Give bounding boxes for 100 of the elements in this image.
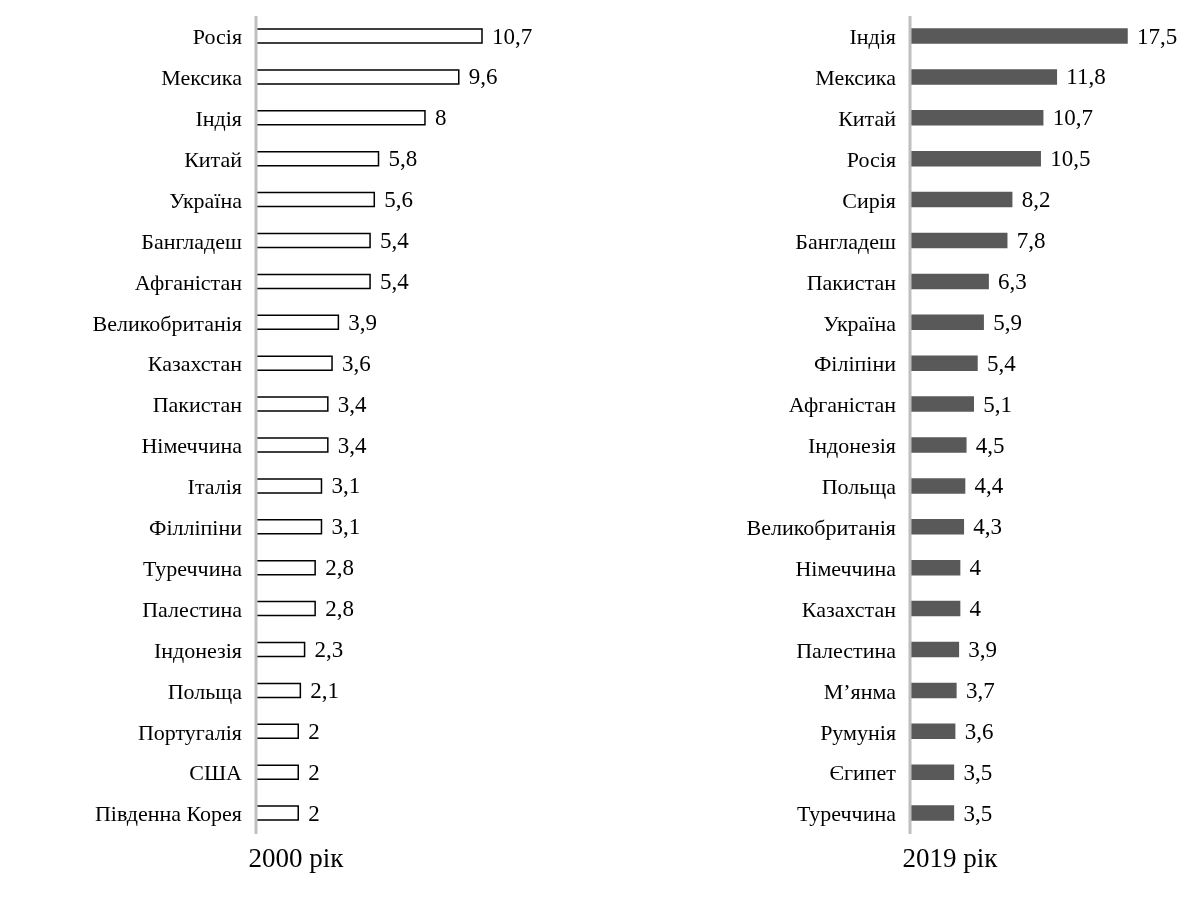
bar bbox=[255, 805, 299, 821]
bar bbox=[255, 723, 299, 740]
text: 2000 рік bbox=[247, 843, 345, 874]
bar bbox=[255, 559, 316, 576]
y-tick-label: Палестина bbox=[142, 596, 243, 622]
y-tick-label: США bbox=[189, 760, 243, 786]
bar bbox=[909, 641, 960, 658]
y-tick-label: М’янма bbox=[823, 678, 897, 704]
data-label: 2 bbox=[308, 759, 320, 785]
y-tick-label: Німеччина bbox=[141, 433, 243, 459]
y-tick-label: Афганістан bbox=[788, 392, 897, 418]
bar bbox=[255, 437, 329, 453]
y-tick-label: Південна Корея bbox=[94, 801, 242, 827]
bar bbox=[909, 110, 1044, 126]
y-tick-label: Румунія bbox=[820, 719, 896, 745]
data-label: 5,1 bbox=[983, 391, 1012, 417]
data-label: 3,1 bbox=[331, 514, 361, 540]
data-label: 4,4 bbox=[974, 473, 1004, 499]
data-label: 10,5 bbox=[1050, 146, 1091, 172]
y-tick-label: Єгипет bbox=[829, 760, 897, 786]
y-tick-label: Палестина bbox=[796, 637, 897, 663]
data-label: 10,7 bbox=[1052, 105, 1093, 131]
data-label: 6,3 bbox=[998, 268, 1027, 294]
y-tick-label: Китай bbox=[184, 146, 243, 172]
y-tick-label: Італія bbox=[187, 474, 242, 500]
y-tick-label: Казахстан bbox=[801, 596, 897, 622]
data-label: 4 bbox=[969, 555, 982, 581]
y-tick-label: Бангладеш bbox=[141, 228, 243, 254]
data-label: 4 bbox=[969, 596, 982, 622]
data-label: 2 bbox=[308, 718, 320, 744]
y-tick-label: Пакистан bbox=[152, 392, 243, 418]
y-tick-label: Великобританія bbox=[746, 515, 896, 541]
bar bbox=[255, 682, 302, 699]
y-tick-label: Україна bbox=[169, 187, 243, 213]
data-label: 3,4 bbox=[337, 391, 368, 417]
bar bbox=[255, 764, 299, 780]
bar bbox=[909, 437, 967, 453]
bar bbox=[909, 232, 1008, 249]
y-tick-label: Афганістан bbox=[134, 269, 243, 295]
bar bbox=[255, 232, 371, 249]
data-label: 5,9 bbox=[993, 309, 1022, 335]
y-tick-label: Португалія bbox=[137, 719, 242, 745]
data-label: 3,9 bbox=[348, 309, 378, 335]
data-label: 7,8 bbox=[1016, 228, 1046, 253]
data-label: 2,8 bbox=[325, 596, 354, 622]
y-tick-label: Туреччина bbox=[143, 555, 243, 581]
y-tick-label: Великобританія bbox=[92, 310, 242, 336]
data-label: 9,6 bbox=[468, 64, 498, 90]
y-tick-label: Росія bbox=[192, 24, 242, 50]
y-tick-label: Німеччина bbox=[795, 555, 897, 581]
y-tick-label: Україна bbox=[823, 310, 897, 336]
bar bbox=[909, 764, 955, 780]
data-label: 10,7 bbox=[492, 23, 533, 49]
bar bbox=[909, 682, 957, 699]
data-label: 5,4 bbox=[380, 268, 410, 294]
data-label: 5,4 bbox=[986, 350, 1017, 376]
bar bbox=[909, 355, 978, 371]
text: 2019 рік bbox=[901, 843, 999, 874]
data-label: 5,4 bbox=[380, 228, 410, 253]
data-label: 4,3 bbox=[973, 514, 1003, 540]
data-label: 3,6 bbox=[964, 718, 994, 744]
data-label: 4,5 bbox=[975, 432, 1005, 458]
y-tick-label: Польща bbox=[821, 474, 897, 500]
bar bbox=[255, 355, 333, 371]
data-label: 17,5 bbox=[1137, 23, 1178, 49]
y-tick-label: Росія bbox=[846, 146, 896, 172]
y-tick-label: Казахстан bbox=[147, 351, 243, 377]
y-tick-label: Польща bbox=[167, 678, 243, 704]
bar bbox=[909, 519, 965, 535]
data-label: 3,9 bbox=[968, 637, 998, 662]
bar bbox=[255, 69, 460, 85]
data-label: 3,4 bbox=[337, 432, 368, 458]
y-tick-label: Філліпіни bbox=[149, 515, 243, 541]
bar bbox=[909, 559, 961, 576]
data-label: 5,8 bbox=[388, 146, 418, 172]
data-label: 3,6 bbox=[342, 350, 371, 376]
bar bbox=[909, 478, 966, 494]
bar bbox=[255, 314, 340, 331]
y-tick-label: Індія bbox=[849, 24, 896, 50]
bar bbox=[909, 69, 1058, 85]
bar bbox=[255, 478, 323, 494]
bar bbox=[909, 600, 961, 617]
y-tick-label: Мексика bbox=[815, 65, 897, 91]
data-label: 2,1 bbox=[310, 677, 340, 703]
data-label: 3,5 bbox=[963, 800, 993, 826]
y-tick-label: Бангладеш bbox=[795, 228, 897, 254]
y-tick-label: Китай bbox=[838, 106, 897, 132]
bar bbox=[255, 641, 306, 658]
bar bbox=[909, 805, 955, 821]
bar bbox=[909, 723, 956, 740]
bar bbox=[909, 150, 1041, 167]
data-label: 8,2 bbox=[1021, 187, 1051, 213]
bar bbox=[255, 273, 371, 290]
y-tick-label: Індія bbox=[195, 106, 242, 132]
bar bbox=[909, 191, 1013, 208]
data-label: 2,8 bbox=[325, 555, 354, 581]
y-tick-label: Індонезія bbox=[153, 637, 242, 663]
y-tick-label: Мексика bbox=[161, 65, 243, 91]
bar bbox=[909, 273, 989, 290]
bar bbox=[255, 191, 376, 208]
